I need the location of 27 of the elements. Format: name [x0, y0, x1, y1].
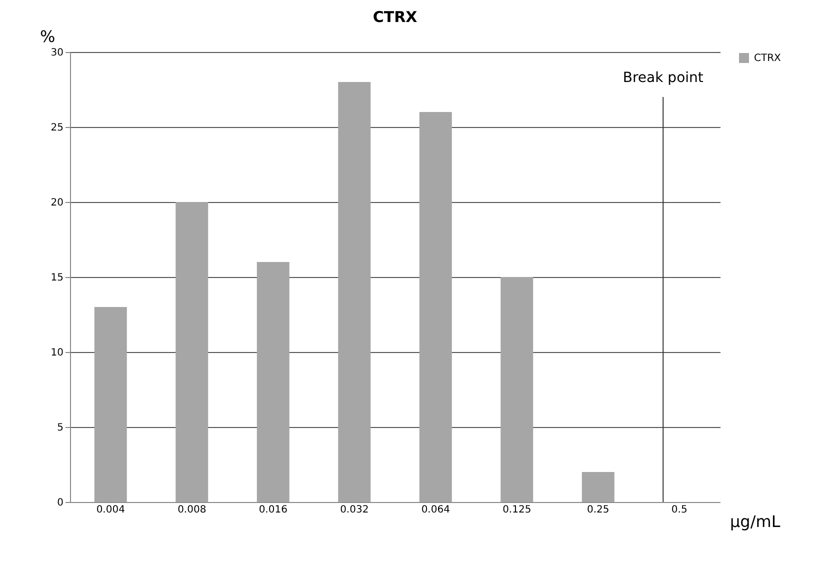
- bar: [256, 262, 290, 502]
- bar: [419, 112, 452, 502]
- x-tick-label: 0.5: [671, 504, 688, 516]
- x-axis-title: µg/mL: [730, 512, 780, 531]
- y-tick-label: 0: [57, 498, 64, 508]
- x-tick-label: 0.25: [586, 504, 610, 516]
- ref-line-label: Break point: [622, 70, 704, 86]
- x-tick-label: 0.016: [258, 504, 288, 516]
- x-tick-label: 0.032: [340, 504, 369, 516]
- y-tick-label: 25: [50, 122, 64, 134]
- y-tick-label: 30: [50, 48, 64, 58]
- bar: [500, 277, 534, 502]
- y-tick-label: 20: [50, 198, 64, 208]
- x-tick-label: 0.125: [502, 504, 532, 516]
- x-tick-label: 0.004: [96, 504, 125, 516]
- y-tick-label: 5: [57, 422, 64, 434]
- bar: [582, 472, 614, 502]
- x-tick-label: 0.008: [178, 504, 206, 516]
- bar: [176, 202, 208, 502]
- x-tick-label: 0.064: [421, 504, 450, 516]
- y-tick-label: 15: [50, 272, 64, 284]
- y-tick-label: 10: [50, 348, 64, 358]
- y-axis-title: %: [40, 27, 56, 46]
- chart-title: CTRX: [372, 8, 418, 26]
- legend-label: CTRX: [754, 53, 782, 64]
- bar: [94, 307, 127, 502]
- bar: [338, 82, 371, 502]
